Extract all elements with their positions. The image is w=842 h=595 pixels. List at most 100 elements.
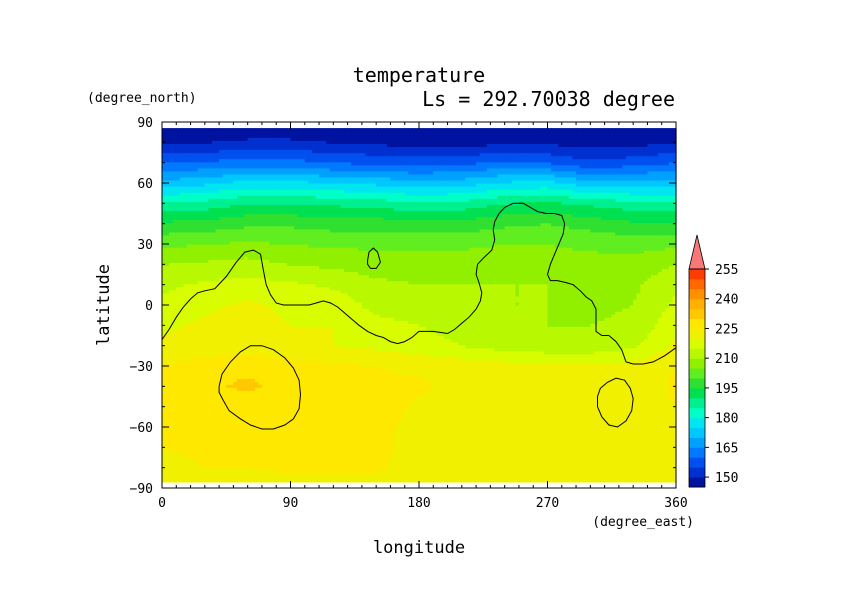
field-cell <box>219 253 224 257</box>
field-cell <box>162 240 167 245</box>
field-cell <box>254 311 259 315</box>
field-cell <box>197 253 202 257</box>
field-cell <box>294 314 299 318</box>
field-cell <box>197 469 202 474</box>
field-cell <box>222 341 227 346</box>
field-cell <box>240 430 245 434</box>
field-cell <box>251 268 256 273</box>
field-cell <box>197 231 202 236</box>
field-cell <box>194 256 199 260</box>
field-cell <box>251 323 256 327</box>
field-cell <box>162 225 167 230</box>
field-cell <box>272 256 277 260</box>
field-cell <box>247 298 252 303</box>
field-cell <box>290 244 295 248</box>
field-cell <box>190 228 195 233</box>
field-cell <box>294 439 299 443</box>
field-cell <box>197 439 202 443</box>
field-cell <box>290 478 295 483</box>
field-cell <box>201 329 206 334</box>
field-cell <box>165 469 170 474</box>
field-cell <box>222 286 227 291</box>
field-cell <box>311 128 317 132</box>
field-cell <box>308 286 313 291</box>
field-cell <box>269 314 274 318</box>
field-cell <box>240 216 245 221</box>
field-cell <box>222 350 227 355</box>
field-cell <box>169 176 174 181</box>
field-cell <box>286 472 292 477</box>
field-cell <box>201 338 206 343</box>
field-cell <box>308 167 313 172</box>
field-cell <box>215 350 220 355</box>
field-cell <box>279 262 284 266</box>
field-cell <box>179 222 185 227</box>
field-cell <box>240 466 245 471</box>
field-cell <box>261 170 267 175</box>
field-cell <box>283 286 288 291</box>
field-cell <box>233 460 238 465</box>
field-cell <box>236 381 242 385</box>
field-cell <box>290 411 295 416</box>
field-cell <box>201 362 206 367</box>
field-cell <box>208 472 213 477</box>
field-cell <box>215 298 220 303</box>
field-cell <box>290 192 295 196</box>
field-cell <box>258 256 263 260</box>
field-cell <box>240 274 245 279</box>
field-cell <box>265 158 270 163</box>
field-cell <box>279 222 284 227</box>
field-cell <box>169 338 174 343</box>
field-cell <box>222 466 227 471</box>
field-cell <box>308 332 313 337</box>
field-cell <box>194 234 199 239</box>
field-cell <box>258 143 263 147</box>
field-cell <box>204 399 209 404</box>
field-cell <box>258 305 263 309</box>
field-cell <box>229 414 234 419</box>
field-cell <box>247 277 252 282</box>
field-cell <box>201 478 206 483</box>
field-cell <box>244 366 249 370</box>
field-cell <box>219 225 224 230</box>
field-cell <box>190 158 195 163</box>
field-cell <box>240 323 245 327</box>
field-cell <box>269 131 274 135</box>
field-cell <box>297 259 302 263</box>
field-cell <box>247 472 252 477</box>
field-cell <box>219 323 224 327</box>
field-cell <box>301 308 306 312</box>
field-cell <box>233 204 238 208</box>
field-cell <box>297 207 302 212</box>
field-cell <box>176 344 181 349</box>
field-cell <box>222 317 227 321</box>
field-cell <box>169 283 174 288</box>
field-cell <box>219 164 224 169</box>
field-cell <box>254 192 259 196</box>
field-cell <box>162 375 167 379</box>
field-cell <box>190 439 195 443</box>
field-cell <box>276 292 281 297</box>
field-cell <box>297 314 302 318</box>
field-cell <box>283 454 288 459</box>
field-cell <box>169 244 174 248</box>
field-cell <box>308 463 313 468</box>
field-cell <box>311 411 317 416</box>
field-cell <box>265 369 270 373</box>
field-cell <box>194 338 199 343</box>
field-cell <box>204 134 209 138</box>
field-cell <box>251 158 256 163</box>
field-cell <box>183 176 188 181</box>
field-cell <box>183 457 188 462</box>
field-cell <box>276 430 281 434</box>
field-cell <box>240 292 245 297</box>
field-cell <box>244 298 249 303</box>
field-cell <box>254 164 259 169</box>
field-cell <box>258 198 263 202</box>
field-cell <box>265 247 270 251</box>
field-cell <box>169 301 174 306</box>
field-cell <box>244 247 249 251</box>
field-cell <box>283 420 288 425</box>
field-cell <box>229 347 234 352</box>
field-cell <box>219 259 224 263</box>
